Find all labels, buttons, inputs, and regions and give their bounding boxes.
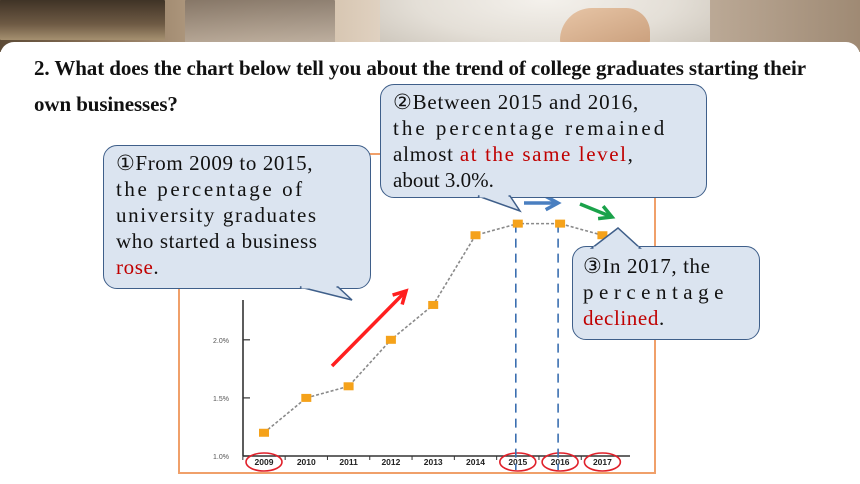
- callout-flat-line3: almost at the same level,: [393, 141, 696, 167]
- data-point: [301, 393, 312, 402]
- slide-panel: [0, 42, 860, 60]
- callout-decline-highlight: declined: [583, 306, 659, 330]
- header-photo: [0, 0, 860, 52]
- year-circle: [245, 452, 283, 472]
- callout-decline-suffix: .: [658, 306, 665, 330]
- year-circle: [541, 452, 579, 472]
- x-tick-label: 2011: [339, 457, 358, 467]
- x-tick-label: 2017: [593, 457, 612, 467]
- rise-arrow: [330, 289, 408, 368]
- callout-rise-line4: who started a business: [116, 229, 318, 253]
- x-tick-label: 2016: [551, 457, 570, 467]
- hand-image: [560, 8, 650, 48]
- callout-flat: ②Between 2015 and 2016, the percentage r…: [380, 84, 707, 198]
- callout-rise: ①From 2009 to 2015, the percentage of un…: [103, 145, 371, 289]
- callout-flat-line1: ②Between 2015 and 2016,: [393, 90, 640, 114]
- callout-flat-line2: the percentage remained: [393, 116, 668, 140]
- question-text: 2. What does the chart below tell you ab…: [34, 56, 806, 116]
- data-point: [555, 219, 566, 228]
- x-tick-label: 2014: [466, 457, 485, 467]
- flat-arrow-head: [544, 194, 562, 212]
- callout-rise-line3: university graduates: [116, 203, 318, 227]
- callout-rise-line1: ①From 2009 to 2015,: [116, 151, 314, 175]
- callout-rise-line2: the percentage of: [116, 177, 305, 201]
- callout-decline: ③In 2017, the percentage declined.: [572, 246, 760, 340]
- data-point: [597, 231, 608, 240]
- data-point: [470, 231, 481, 240]
- year-circle: [583, 452, 622, 472]
- decline-arrow-head: [597, 205, 616, 221]
- books-image-2: [185, 0, 335, 46]
- callout-decline-line2: percentage: [583, 280, 729, 304]
- callout-flat-comma: ,: [627, 142, 634, 166]
- x-tick-label: 2013: [424, 457, 443, 467]
- callout-rise-suffix: .: [153, 255, 160, 279]
- data-point: [428, 300, 439, 309]
- callout-flat-line3a: almost: [393, 142, 460, 166]
- books-image: [0, 0, 165, 40]
- x-tick-label: 2010: [297, 457, 316, 467]
- x-tick-label: 2009: [255, 457, 274, 467]
- data-point: [385, 335, 396, 344]
- callout-flat-highlight: at the same level: [459, 142, 628, 166]
- data-point: [259, 428, 269, 437]
- year-circle: [498, 452, 537, 472]
- callout-rise-highlight: rose: [116, 255, 154, 279]
- decline-arrow: [579, 202, 613, 219]
- x-tick-label: 2012: [381, 457, 400, 467]
- y-tick-label: 1.0%: [213, 454, 229, 461]
- x-tick-label: 2015: [508, 457, 527, 467]
- y-tick-label: 2.0%: [213, 338, 229, 345]
- callout-decline-line1: ③In 2017, the: [583, 254, 711, 278]
- data-point: [343, 382, 354, 391]
- callout-flat-line4: about 3.0%.: [393, 168, 494, 192]
- rise-arrow-head: [392, 288, 409, 305]
- y-tick-label: 1.5%: [213, 396, 229, 403]
- data-point: [512, 219, 523, 228]
- callout-rise-line5: rose.: [116, 254, 360, 280]
- callout-decline-line3: declined.: [583, 305, 751, 331]
